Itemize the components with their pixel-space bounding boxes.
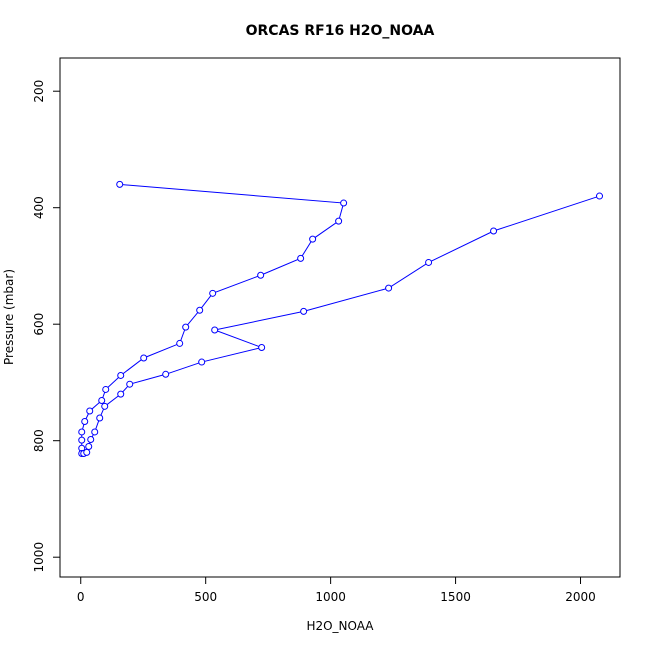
y-tick-label: 600 [32,313,46,336]
y-tick-label: 400 [32,196,46,219]
data-point [490,227,498,235]
data-point [257,271,265,279]
data-point [87,436,95,444]
data-point [96,414,104,422]
data-point [86,407,94,415]
x-tick-label: 0 [77,590,85,604]
data-point [176,339,184,347]
data-point [78,428,86,436]
x-tick-label: 1500 [440,590,471,604]
data-point [140,354,148,362]
data-point [258,343,266,351]
x-tick-label: 2000 [565,590,596,604]
y-tick-label: 1000 [32,542,46,573]
data-point [198,358,206,366]
data-point [297,254,305,262]
data-point [309,235,317,243]
data-point [83,448,91,456]
data-point [91,428,99,436]
data-point [196,306,204,314]
y-axis-label: Pressure (mbar) [2,269,16,365]
data-point [78,436,86,444]
data-point [425,258,433,266]
data-point [81,417,89,425]
data-point [340,199,348,207]
data-point [98,397,106,405]
data-point [162,370,170,378]
x-tick-label: 1000 [315,590,346,604]
data-point [385,284,393,292]
y-tick-label: 800 [32,429,46,452]
y-tick-label: 200 [32,80,46,103]
data-point [116,180,124,188]
plot-frame [59,57,621,578]
data-point [117,371,125,379]
chart-title: ORCAS RF16 H2O_NOAA [246,23,435,39]
data-point [300,307,308,315]
data-point [101,402,109,410]
data-point [209,289,217,297]
x-tick-label: 500 [194,590,217,604]
data-line [81,183,600,455]
data-point [85,443,93,451]
data-point [117,390,125,398]
data-point [596,192,604,200]
data-point [182,323,190,331]
data-point [335,217,343,225]
data-point [102,385,110,393]
x-axis-label: H2O_NOAA [306,619,374,633]
data-point [211,326,219,334]
data-point [126,380,134,388]
